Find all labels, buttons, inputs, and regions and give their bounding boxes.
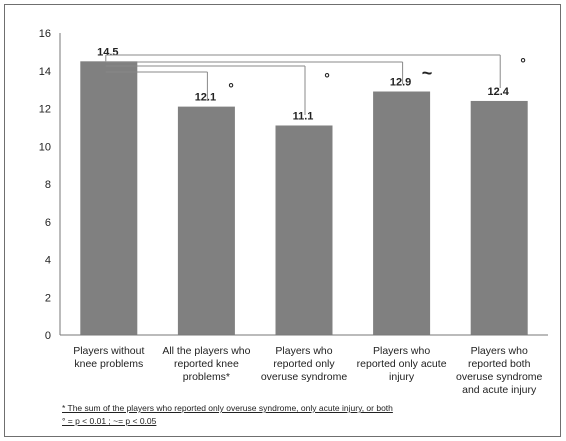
bar-value-label: 14.5 — [97, 46, 118, 58]
bar — [275, 125, 333, 335]
bar — [80, 61, 138, 335]
x-tick-label: All the players who reported knee problems… — [162, 345, 250, 383]
bar-value-label: 11.1 — [293, 110, 314, 122]
y-tick-label: 12 — [39, 104, 51, 116]
y-axis: 0 2 4 6 8 10 12 14 16 — [39, 28, 61, 342]
significance-marker: ° — [228, 80, 234, 96]
footnote-significance: ° = p < 0.01 ; ~= p < 0.05 — [62, 416, 157, 426]
y-tick-label: 14 — [39, 66, 51, 78]
x-axis: Players without knee problems All the play… — [60, 334, 548, 396]
bar — [177, 106, 235, 335]
y-tick-label: 16 — [39, 28, 51, 40]
bar — [373, 91, 431, 335]
y-tick-label: 8 — [45, 179, 51, 191]
significance-marker: ~ — [422, 63, 433, 83]
y-tick-label: 4 — [45, 255, 51, 267]
bar-value-label: 12.4 — [487, 86, 509, 98]
bars: 14.5 12.1 11.1 12.9 12.4 — [80, 46, 528, 335]
bar — [470, 100, 528, 335]
significance-marker: ° — [324, 70, 330, 86]
y-tick-label: 10 — [39, 141, 51, 153]
significance-brackets: ° ° ~ ° — [105, 54, 526, 115]
significance-marker: ° — [520, 55, 526, 71]
bar-value-label: 12.1 — [195, 92, 216, 104]
y-tick-label: 2 — [45, 292, 51, 304]
bar-value-label: 12.9 — [390, 77, 411, 89]
x-tick-label: Players who reported only acute injury — [357, 345, 447, 383]
x-tick-label: Players without knee problems — [73, 345, 144, 370]
y-tick-label: 6 — [45, 217, 51, 229]
x-tick-label: Players who reported both overuse syndrome… — [456, 345, 543, 396]
y-tick-label: 0 — [45, 330, 51, 342]
x-tick-label: Players who reported only overuse syndrome — [261, 345, 348, 383]
footnote-sum: * The sum of the players who reported on… — [62, 403, 393, 413]
